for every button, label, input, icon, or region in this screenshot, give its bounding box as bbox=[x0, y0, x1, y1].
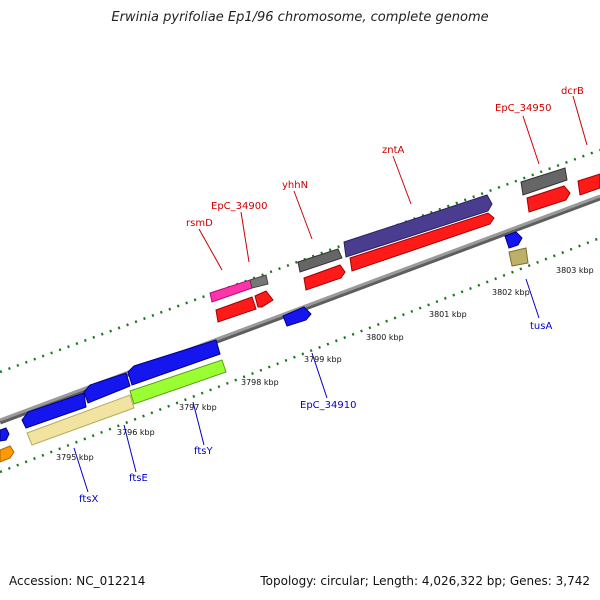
leader-yhhN bbox=[293, 190, 313, 240]
leader-ftsE bbox=[123, 424, 137, 473]
gene-khaki[interactable] bbox=[26, 394, 135, 446]
tick-label-3801: 3801 kbp bbox=[429, 310, 467, 319]
gene-dcrB[interactable] bbox=[577, 173, 600, 196]
gene-zntA-red[interactable] bbox=[349, 212, 495, 272]
gene-label-EpC_34950: EpC_34950 bbox=[495, 103, 551, 114]
gene-EpC_34910[interactable] bbox=[282, 306, 312, 327]
gene-EpC_34950-gray[interactable] bbox=[520, 167, 568, 196]
leader-zntA bbox=[392, 155, 412, 205]
gene-rsmD-cap bbox=[249, 274, 269, 289]
gene-ftsY[interactable] bbox=[129, 359, 227, 405]
leader-tusA bbox=[525, 278, 540, 319]
tick-label-3803: 3803 kbp bbox=[556, 266, 594, 275]
figure-title: Erwinia pyrifoliae Ep1/96 chromosome, co… bbox=[111, 10, 489, 25]
gene-yhhN-gray[interactable] bbox=[297, 248, 343, 273]
gene-label-tusA: tusA bbox=[530, 321, 552, 332]
gene-tusA-blue[interactable] bbox=[504, 231, 523, 249]
leader-ftsY bbox=[192, 401, 205, 446]
tick-label-3798: 3798 kbp bbox=[241, 378, 279, 387]
tick-label-3802: 3802 kbp bbox=[492, 288, 530, 297]
gene-label-zntA: zntA bbox=[382, 145, 405, 156]
leader-dcrB bbox=[572, 95, 588, 146]
tick-label-3795: 3795 kbp bbox=[56, 453, 94, 462]
gene-label-yhhN: yhhN bbox=[282, 180, 308, 191]
gene-yhhN[interactable] bbox=[303, 264, 346, 291]
gene-label-ftsY: ftsY bbox=[194, 446, 213, 457]
tick-label-3797: 3797 kbp bbox=[179, 403, 217, 412]
gene-label-EpC_34910: EpC_34910 bbox=[300, 400, 356, 411]
leader-ftsX bbox=[73, 447, 89, 493]
gene-EpC_34950[interactable] bbox=[526, 185, 571, 213]
leader-rsmD bbox=[198, 228, 223, 271]
gene-label-rsmD: rsmD bbox=[186, 218, 213, 229]
gene-left-blue[interactable] bbox=[0, 427, 10, 442]
leader-EpC_34900 bbox=[240, 211, 250, 263]
gene-ftsY-blue[interactable] bbox=[127, 339, 221, 386]
gene-ftsE[interactable] bbox=[83, 372, 131, 404]
gene-EpC_34900-b[interactable] bbox=[254, 290, 274, 308]
gene-label-ftsX: ftsX bbox=[79, 494, 98, 505]
tick-label-3800: 3800 kbp bbox=[366, 333, 404, 342]
accession-label: Accession: NC_012214 bbox=[9, 574, 146, 588]
gene-label-ftsE: ftsE bbox=[129, 473, 148, 484]
genome-summary: Topology: circular; Length: 4,026,322 bp… bbox=[260, 574, 590, 588]
gene-tusA[interactable] bbox=[508, 247, 529, 267]
lower-tick-row bbox=[0, 236, 600, 474]
gene-label-EpC_34900: EpC_34900 bbox=[211, 201, 267, 212]
leader-EpC_34950 bbox=[522, 115, 540, 165]
gene-zntA[interactable] bbox=[343, 194, 493, 258]
tick-label-3799: 3799 kbp bbox=[304, 355, 342, 364]
gene-EpC_34900-a[interactable] bbox=[215, 296, 257, 323]
gene-ftsX[interactable] bbox=[21, 392, 87, 429]
leader-EpC_34910 bbox=[311, 352, 328, 399]
gene-left-orange[interactable] bbox=[0, 445, 15, 463]
tick-label-3796: 3796 kbp bbox=[117, 428, 155, 437]
gene-label-dcrB: dcrB bbox=[561, 86, 584, 97]
gene-rsmD[interactable] bbox=[209, 279, 253, 303]
